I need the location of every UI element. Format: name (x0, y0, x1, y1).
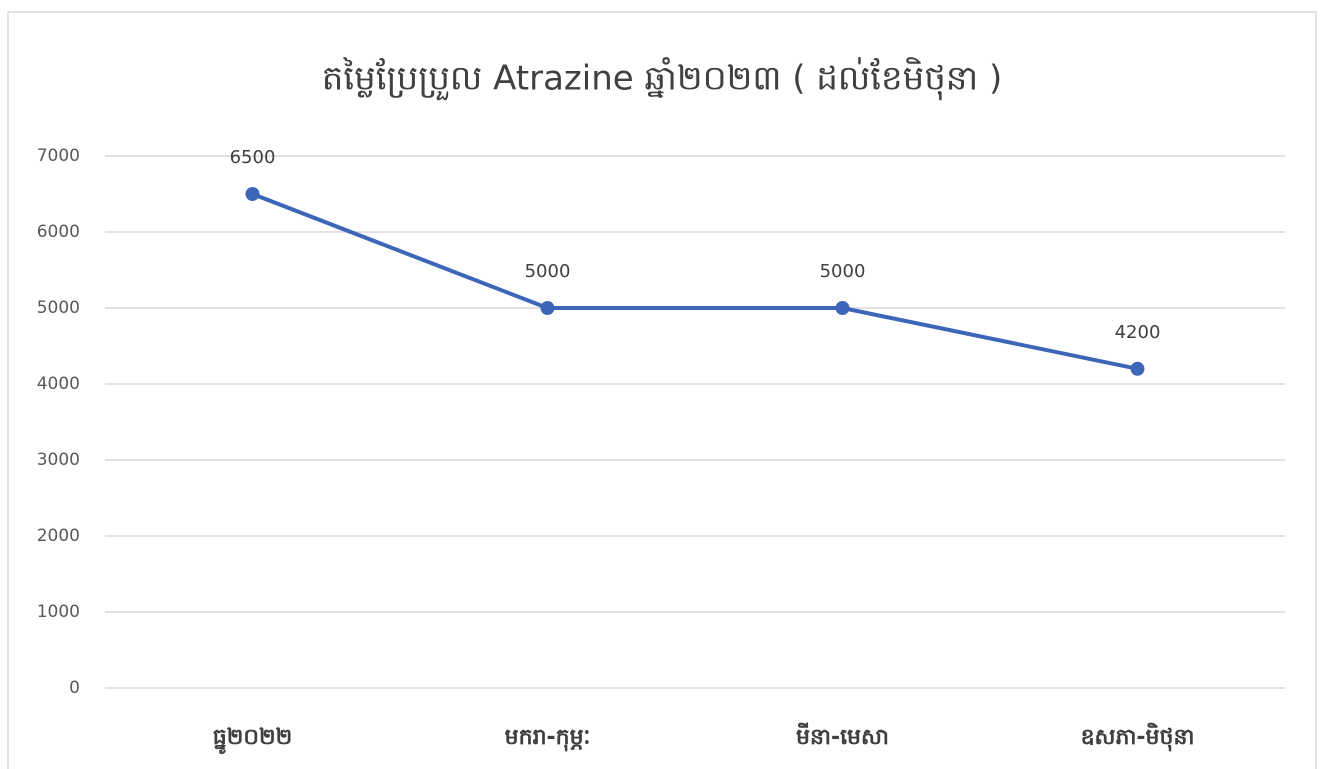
y-tick-label: 3000 (37, 450, 80, 470)
y-tick-label: 2000 (37, 526, 80, 546)
y-tick-label: 6000 (37, 222, 80, 242)
data-point (245, 187, 260, 201)
x-tick-label: មករា-កុម្ភៈ (505, 725, 591, 752)
y-tick-label: 0 (69, 678, 80, 698)
series-line (251, 192, 1138, 371)
data-label: 6500 (230, 147, 276, 168)
data-point (540, 301, 555, 315)
x-tick-label: មីនា-មេសា (796, 722, 889, 750)
data-label: 4200 (1115, 322, 1161, 343)
y-tick-label: 5000 (37, 298, 80, 318)
y-tick-label: 1000 (37, 602, 80, 622)
data-label: 5000 (820, 261, 866, 282)
chart-title: តម្លៃប្រែប្រួល Atrazine ឆ្នាំ២០២៣ ( ដល់ខ… (322, 57, 1003, 101)
y-tick-label: 7000 (37, 146, 80, 166)
y-tick-label: 4000 (37, 374, 80, 394)
data-point (835, 301, 850, 315)
data-point (1130, 361, 1145, 376)
x-tick-label: ឧសភា-មិថុនា (1081, 722, 1195, 752)
chart-frame (7, 11, 1317, 769)
data-label: 5000 (525, 261, 571, 282)
